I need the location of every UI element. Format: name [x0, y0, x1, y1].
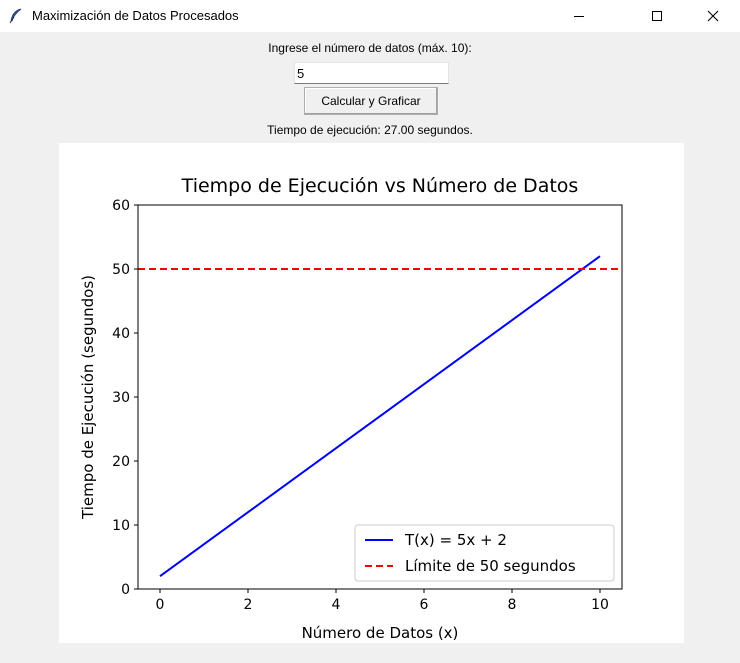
series-line-time — [159, 255, 601, 578]
x-tick-label: 8 — [508, 597, 517, 613]
legend-box — [354, 524, 615, 582]
line-chart: 0 2 4 6 8 10 0 10 20 30 40 50 60 Tiempo de Ejecución… — [79, 175, 623, 642]
legend-label: Límite de 50 segundos — [405, 557, 576, 575]
chart-legend: T(x) = 5x + 2 Límite de 50 segundos — [354, 524, 615, 582]
close-icon — [707, 10, 719, 22]
minimize-icon — [574, 16, 584, 17]
maximize-icon — [652, 11, 662, 21]
y-tick-label: 10 — [112, 518, 130, 534]
window-title: Maximización de Datos Procesados — [32, 8, 239, 23]
feather-icon — [9, 8, 22, 24]
y-tick-label: 60 — [112, 198, 130, 214]
data-count-input[interactable] — [294, 62, 449, 84]
data-count-label: Ingrese el número de datos (máx. 10): — [268, 41, 472, 55]
calculate-and-plot-button[interactable]: Calcular y Graficar — [304, 87, 438, 115]
x-tick-label: 0 — [156, 597, 165, 613]
y-tick-label: 30 — [112, 390, 130, 406]
y-tick-label: 40 — [112, 326, 130, 342]
close-button[interactable] — [690, 0, 736, 32]
x-axis-label: Número de Datos (x) — [302, 624, 459, 642]
plot-canvas: 0 2 4 6 8 10 0 10 20 30 40 50 60 Tiempo de Ejecución… — [59, 143, 684, 643]
minimize-button[interactable] — [556, 0, 602, 32]
chart-marks — [138, 255, 622, 578]
x-tick-label: 4 — [332, 597, 341, 613]
x-tick-label: 6 — [420, 597, 429, 613]
title-bar: Maximización de Datos Procesados — [0, 0, 740, 32]
x-tick-label: 10 — [591, 597, 609, 613]
axis-ticks: 0 2 4 6 8 10 0 10 20 30 40 50 60 — [112, 198, 609, 613]
maximize-button[interactable] — [634, 0, 680, 32]
chart-title: Tiempo de Ejecución vs Número de Datos — [181, 175, 579, 197]
x-tick-label: 2 — [244, 597, 253, 613]
y-tick-label: 50 — [112, 262, 130, 278]
execution-time-result: Tiempo de ejecución: 27.00 segundos. — [267, 123, 473, 137]
y-tick-label: 20 — [112, 454, 130, 470]
legend-label: T(x) = 5x + 2 — [404, 531, 507, 549]
y-tick-label: 0 — [121, 582, 130, 598]
y-axis-label: Tiempo de Ejecución (segundos) — [79, 275, 97, 520]
